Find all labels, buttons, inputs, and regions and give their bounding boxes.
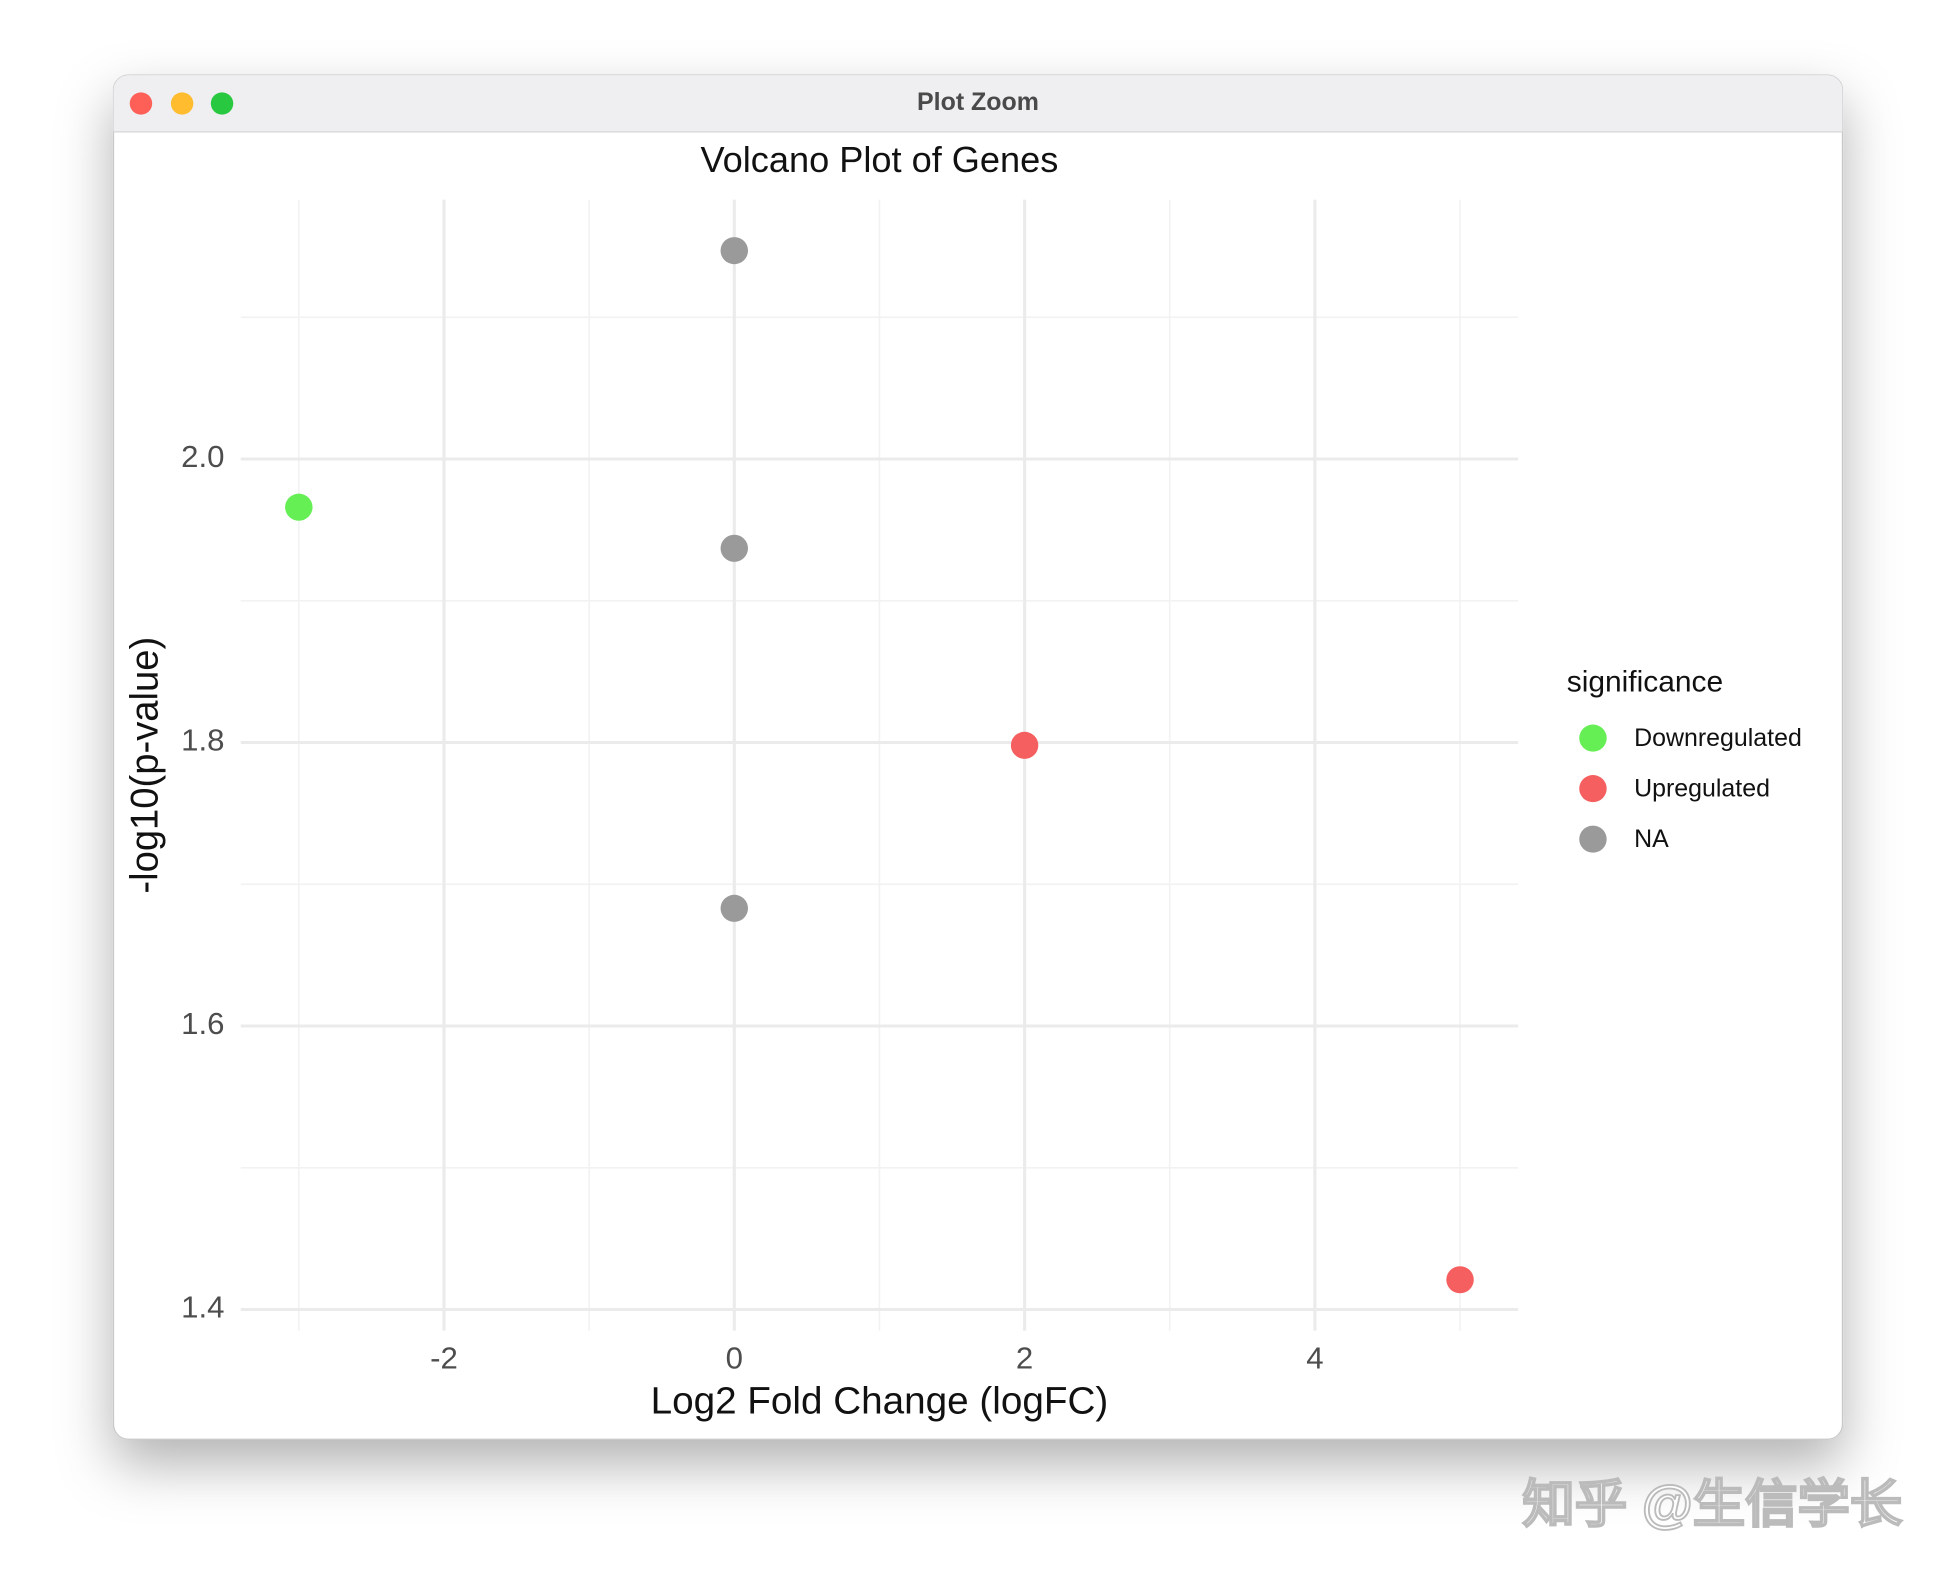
point bbox=[1010, 731, 1039, 759]
y-tick-label: 1.4 bbox=[181, 1290, 224, 1325]
legend-label: Upregulated bbox=[1634, 775, 1770, 802]
x-axis-title: Log2 Fold Change (logFC) bbox=[651, 1380, 1109, 1423]
y-axis-title: -log10(p-value) bbox=[123, 637, 166, 894]
x-tick-label: 0 bbox=[726, 1341, 743, 1376]
close-button[interactable] bbox=[129, 92, 153, 115]
y-tick-label: 2.0 bbox=[181, 439, 224, 474]
window bbox=[112, 74, 1844, 1440]
legend-title: significance bbox=[1567, 666, 1723, 699]
window-title: Plot Zoom bbox=[917, 89, 1039, 116]
point bbox=[1446, 1266, 1474, 1294]
point bbox=[720, 237, 748, 265]
title-bar bbox=[113, 75, 1843, 132]
legend-key bbox=[1579, 825, 1607, 853]
legend-key bbox=[1579, 775, 1607, 803]
x-tick-label: -2 bbox=[430, 1341, 458, 1376]
x-tick-label: 2 bbox=[1016, 1341, 1033, 1376]
legend-label: Downregulated bbox=[1634, 725, 1802, 752]
y-tick-label: 1.6 bbox=[181, 1006, 224, 1041]
point bbox=[720, 534, 748, 562]
x-tick-label: 4 bbox=[1306, 1341, 1323, 1376]
y-tick-label: 1.8 bbox=[181, 723, 224, 758]
plot-area: -2 0 2 4 1.4 1.6 1.8 2.0 Downregulated Upregulate… bbox=[181, 199, 1802, 1376]
minimize-button[interactable] bbox=[170, 92, 194, 115]
point bbox=[720, 894, 748, 922]
legend-key bbox=[1579, 724, 1607, 752]
legend-label: NA bbox=[1634, 826, 1669, 853]
zoom-button[interactable] bbox=[210, 92, 234, 115]
watermark: 知乎 @生信学长 bbox=[1522, 1476, 1902, 1534]
chart-title: Volcano Plot of Genes bbox=[701, 139, 1059, 180]
point bbox=[285, 493, 313, 521]
